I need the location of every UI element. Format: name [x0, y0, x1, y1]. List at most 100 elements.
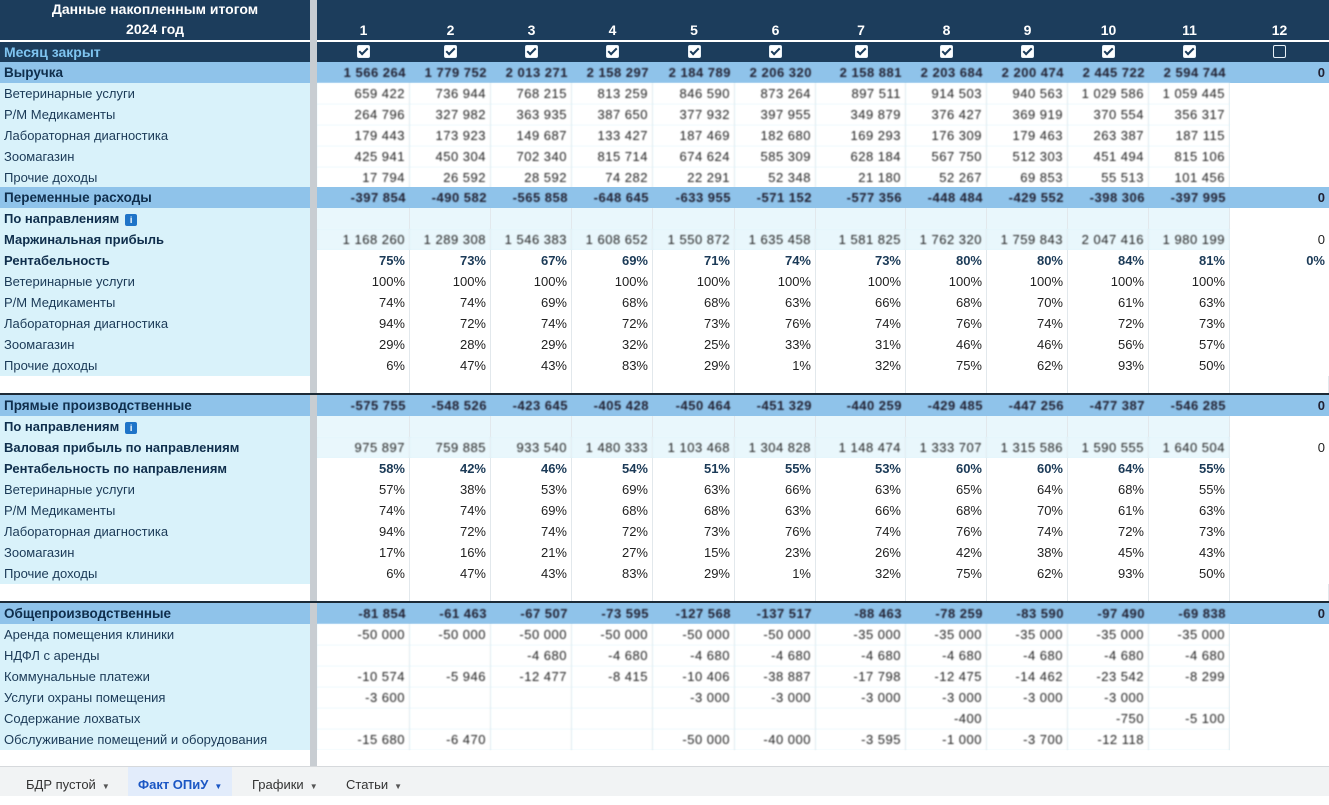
- cell-month-4[interactable]: 72%: [572, 313, 653, 334]
- cell-month-6[interactable]: 52 348: [735, 167, 816, 188]
- cell-month-10[interactable]: 93%: [1068, 563, 1149, 584]
- cell-month-7[interactable]: 73%: [816, 250, 906, 271]
- cell-month-4[interactable]: 68%: [572, 500, 653, 521]
- cell-month-2[interactable]: -548 526: [431, 398, 487, 413]
- cell-month-10[interactable]: 72%: [1068, 521, 1149, 542]
- cell-month-6[interactable]: 55%: [735, 458, 816, 479]
- cell-month-9[interactable]: 62%: [987, 563, 1068, 584]
- cell-month-7[interactable]: -3 000: [816, 687, 906, 708]
- cell-month-2[interactable]: 38%: [410, 479, 491, 500]
- cell-month-3[interactable]: 43%: [491, 563, 572, 584]
- cell-month-4[interactable]: -4 680: [572, 645, 653, 666]
- cell-month-10[interactable]: -398 306: [1089, 190, 1145, 205]
- cell-month-11[interactable]: 55%: [1149, 479, 1230, 500]
- row-label[interactable]: Обслуживание помещений и оборудования: [4, 732, 268, 747]
- cell-month-10[interactable]: -12 118: [1068, 729, 1149, 750]
- cell-month-12[interactable]: [1230, 125, 1329, 146]
- cell-month-4[interactable]: -50 000: [572, 624, 653, 645]
- cell-month-9[interactable]: 46%: [987, 334, 1068, 355]
- cell-month-5[interactable]: -50 000: [653, 624, 735, 645]
- cell-month-5[interactable]: 29%: [653, 355, 735, 376]
- cell-month-3[interactable]: 2 013 271: [505, 65, 568, 80]
- cell-month-4[interactable]: [572, 416, 653, 437]
- cell-month-8[interactable]: 52 267: [906, 167, 987, 188]
- row-label[interactable]: Рентабельность: [4, 253, 110, 268]
- cell-month-7[interactable]: 31%: [816, 334, 906, 355]
- month-closed-checkbox[interactable]: [357, 45, 370, 59]
- cell-month-3[interactable]: [491, 376, 572, 395]
- month-closed-checkbox[interactable]: [769, 45, 782, 59]
- cell-month-1[interactable]: -10 574: [317, 666, 410, 687]
- cell-month-2[interactable]: 1 289 308: [410, 229, 491, 250]
- cell-month-6[interactable]: 1%: [735, 355, 816, 376]
- cell-month-4[interactable]: 74 282: [572, 167, 653, 188]
- cell-month-5[interactable]: 71%: [653, 250, 735, 271]
- cell-month-9[interactable]: -4 680: [987, 645, 1068, 666]
- cell-month-12[interactable]: 0: [1230, 603, 1329, 624]
- chevron-down-icon[interactable]: ▼: [394, 782, 403, 791]
- cell-month-12[interactable]: 0: [1230, 437, 1329, 458]
- cell-month-4[interactable]: 72%: [572, 521, 653, 542]
- month-header-4[interactable]: 4: [608, 22, 617, 38]
- cell-month-10[interactable]: 2 445 722: [1082, 65, 1145, 80]
- sheet-tab[interactable]: Факт ОПиУ ▼: [128, 767, 233, 796]
- cell-month-4[interactable]: -648 645: [593, 190, 649, 205]
- cell-month-5[interactable]: -4 680: [653, 645, 735, 666]
- cell-month-3[interactable]: 74%: [491, 521, 572, 542]
- cell-month-4[interactable]: [572, 208, 653, 229]
- month-header-6[interactable]: 6: [771, 22, 780, 38]
- chevron-down-icon[interactable]: ▼: [214, 782, 223, 791]
- cell-month-11[interactable]: [1149, 729, 1230, 750]
- cell-month-11[interactable]: 187 115: [1149, 125, 1230, 146]
- cell-month-11[interactable]: [1149, 584, 1230, 603]
- frozen-column-divider[interactable]: [310, 0, 317, 766]
- cell-month-2[interactable]: 73%: [410, 250, 491, 271]
- cell-month-8[interactable]: -429 485: [927, 398, 983, 413]
- cell-month-3[interactable]: 149 687: [491, 125, 572, 146]
- cell-month-7[interactable]: -88 463: [854, 606, 902, 621]
- cell-month-5[interactable]: -10 406: [653, 666, 735, 687]
- cell-month-6[interactable]: 100%: [735, 271, 816, 292]
- cell-month-12[interactable]: [1230, 687, 1329, 708]
- cell-month-9[interactable]: [987, 208, 1068, 229]
- cell-month-4[interactable]: 68%: [572, 292, 653, 313]
- cell-month-3[interactable]: -4 680: [491, 645, 572, 666]
- cell-month-6[interactable]: [735, 376, 816, 395]
- cell-month-12[interactable]: [1230, 521, 1329, 542]
- cell-month-10[interactable]: 61%: [1068, 292, 1149, 313]
- cell-month-1[interactable]: 100%: [317, 271, 410, 292]
- cell-month-2[interactable]: -50 000: [410, 624, 491, 645]
- cell-month-2[interactable]: [410, 416, 491, 437]
- cell-month-4[interactable]: 27%: [572, 542, 653, 563]
- chevron-down-icon[interactable]: ▼: [101, 782, 110, 791]
- cell-month-1[interactable]: [317, 584, 410, 603]
- cell-month-5[interactable]: 22 291: [653, 167, 735, 188]
- cell-month-1[interactable]: -3 600: [317, 687, 410, 708]
- month-header-8[interactable]: 8: [942, 22, 951, 38]
- cell-month-11[interactable]: -5 100: [1149, 708, 1230, 729]
- cell-month-4[interactable]: [572, 376, 653, 395]
- cell-month-5[interactable]: [653, 584, 735, 603]
- cell-month-3[interactable]: 933 540: [491, 437, 572, 458]
- cell-month-9[interactable]: 70%: [987, 500, 1068, 521]
- month-header-9[interactable]: 9: [1023, 22, 1032, 38]
- cell-month-4[interactable]: 1 480 333: [572, 437, 653, 458]
- row-label[interactable]: Лабораторная диагностика: [4, 524, 169, 539]
- cell-month-12[interactable]: [1230, 708, 1329, 729]
- month-header-10[interactable]: 10: [1100, 22, 1117, 38]
- cell-month-1[interactable]: 17%: [317, 542, 410, 563]
- cell-month-10[interactable]: -4 680: [1068, 645, 1149, 666]
- cell-month-10[interactable]: [1068, 208, 1149, 229]
- cell-month-5[interactable]: -127 568: [675, 606, 731, 621]
- cell-month-3[interactable]: 53%: [491, 479, 572, 500]
- cell-month-11[interactable]: 101 456: [1149, 167, 1230, 188]
- cell-month-10[interactable]: 64%: [1068, 458, 1149, 479]
- month-header-1[interactable]: 1: [359, 22, 368, 38]
- cell-month-4[interactable]: 83%: [572, 563, 653, 584]
- cell-month-7[interactable]: 74%: [816, 313, 906, 334]
- cell-month-7[interactable]: 169 293: [816, 125, 906, 146]
- cell-month-4[interactable]: -73 595: [601, 606, 649, 621]
- cell-month-9[interactable]: 60%: [987, 458, 1068, 479]
- cell-month-7[interactable]: 53%: [816, 458, 906, 479]
- cell-month-4[interactable]: 69%: [572, 250, 653, 271]
